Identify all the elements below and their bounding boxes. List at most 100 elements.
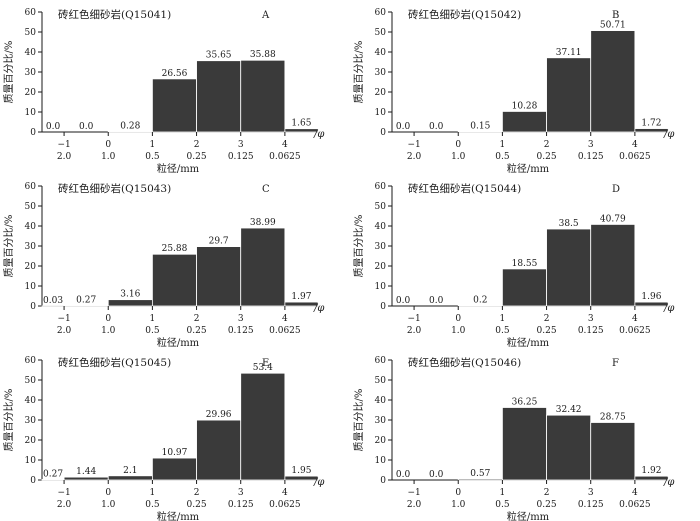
bar	[546, 228, 592, 307]
data-label: 0.0	[429, 296, 444, 306]
phi-tick-label: 1	[150, 314, 156, 324]
data-label: 0.0	[396, 470, 411, 480]
phi-tick-label: 0	[455, 314, 461, 324]
bar	[634, 128, 669, 133]
panel-letter: B	[612, 10, 619, 21]
phi-tick-label: 1	[500, 314, 506, 324]
data-label: 1.96	[641, 292, 661, 302]
y-tick-label: 50	[25, 202, 37, 212]
y-tick-label: 30	[375, 68, 387, 78]
bar	[590, 224, 636, 307]
mm-tick-label: 0.25	[537, 152, 557, 162]
data-label: 0.0	[46, 122, 61, 132]
data-label: 50.71	[600, 21, 626, 31]
y-tick-label: 20	[375, 436, 387, 446]
bar	[151, 457, 197, 481]
phi-tick-label: 3	[588, 488, 594, 498]
bar	[284, 128, 319, 133]
data-label: 32.42	[556, 405, 582, 415]
mm-tick-label: 0.125	[578, 500, 604, 510]
y-tick-label: 20	[25, 88, 37, 98]
bar	[546, 57, 592, 133]
bar	[284, 475, 319, 481]
mm-tick-label: 0.125	[228, 152, 254, 162]
y-tick-label: 20	[25, 262, 37, 272]
data-label: 37.11	[556, 48, 582, 58]
bar	[196, 246, 242, 307]
bar	[63, 476, 109, 481]
mm-tick-label: 0.25	[187, 500, 207, 510]
mm-tick-label: 2.0	[57, 152, 72, 162]
y-tick-label: 10	[375, 108, 387, 118]
phi-tick-label: 4	[282, 314, 288, 324]
y-tick-label: 10	[25, 108, 37, 118]
data-label: 10.97	[162, 448, 188, 458]
data-label: 1.92	[641, 466, 661, 476]
bar	[107, 475, 153, 481]
bar	[240, 227, 286, 307]
mm-tick-label: 0.25	[537, 326, 557, 336]
x-axis-label: 粒径/mm	[507, 162, 550, 175]
phi-tick-label: 4	[282, 488, 288, 498]
y-tick-label: 60	[25, 356, 37, 366]
data-label: 40.79	[600, 214, 626, 224]
data-label: 28.75	[600, 413, 626, 423]
y-tick-label: 0	[380, 128, 386, 138]
phi-tick-label: 3	[238, 140, 244, 150]
phi-tick-label: 0	[105, 488, 111, 498]
data-label: 0.0	[396, 122, 411, 132]
phi-unit-label: /φ	[313, 303, 324, 314]
chart-title: 砖红色细砂岩(Q15044)	[408, 182, 521, 195]
y-axis-label: 质量百分比/%	[353, 389, 365, 452]
y-tick-label: 0	[380, 302, 386, 312]
bar	[590, 30, 636, 133]
y-tick-label: 0	[30, 476, 36, 486]
x-axis-label: 粒径/mm	[507, 336, 550, 349]
phi-tick-label: 2	[194, 488, 200, 498]
data-label: 0.57	[470, 469, 490, 479]
phi-tick-label: 3	[238, 488, 244, 498]
bar	[63, 305, 109, 307]
mm-tick-label: 0.5	[495, 152, 510, 162]
phi-tick-label: 3	[588, 140, 594, 150]
data-label: 0.28	[120, 121, 140, 131]
x-axis-label: 粒径/mm	[507, 510, 550, 521]
mm-tick-label: 2.0	[57, 326, 72, 336]
mm-tick-label: 0.0625	[619, 326, 651, 336]
bar	[240, 372, 286, 481]
bar	[196, 60, 242, 133]
mm-tick-label: 0.125	[228, 326, 254, 336]
phi-tick-label: 4	[282, 140, 288, 150]
bar	[151, 78, 197, 133]
phi-tick-label: 0	[105, 140, 111, 150]
y-tick-label: 10	[25, 456, 37, 466]
chart-title: 砖红色细砂岩(Q15043)	[58, 182, 171, 195]
mm-tick-label: 0.125	[228, 500, 254, 510]
phi-tick-label: 3	[238, 314, 244, 324]
y-tick-label: 50	[375, 28, 387, 38]
phi-unit-label: /φ	[313, 129, 324, 140]
phi-tick-label: −1	[407, 488, 420, 498]
y-tick-label: 30	[375, 242, 387, 252]
mm-tick-label: 0.0625	[619, 500, 651, 510]
y-tick-label: 60	[375, 182, 387, 192]
phi-tick-label: 1	[500, 488, 506, 498]
bar	[501, 111, 547, 133]
data-label: 0.27	[76, 295, 96, 305]
y-axis-label: 质量百分比/%	[353, 41, 365, 104]
data-label: 18.55	[512, 259, 538, 269]
y-tick-label: 0	[30, 302, 36, 312]
y-tick-label: 20	[375, 88, 387, 98]
y-tick-label: 50	[25, 376, 37, 386]
phi-tick-label: −1	[407, 314, 420, 324]
mm-tick-label: 0.25	[537, 500, 557, 510]
bar	[501, 268, 547, 307]
data-label: 3.16	[120, 290, 140, 300]
data-label: 29.7	[209, 237, 229, 247]
